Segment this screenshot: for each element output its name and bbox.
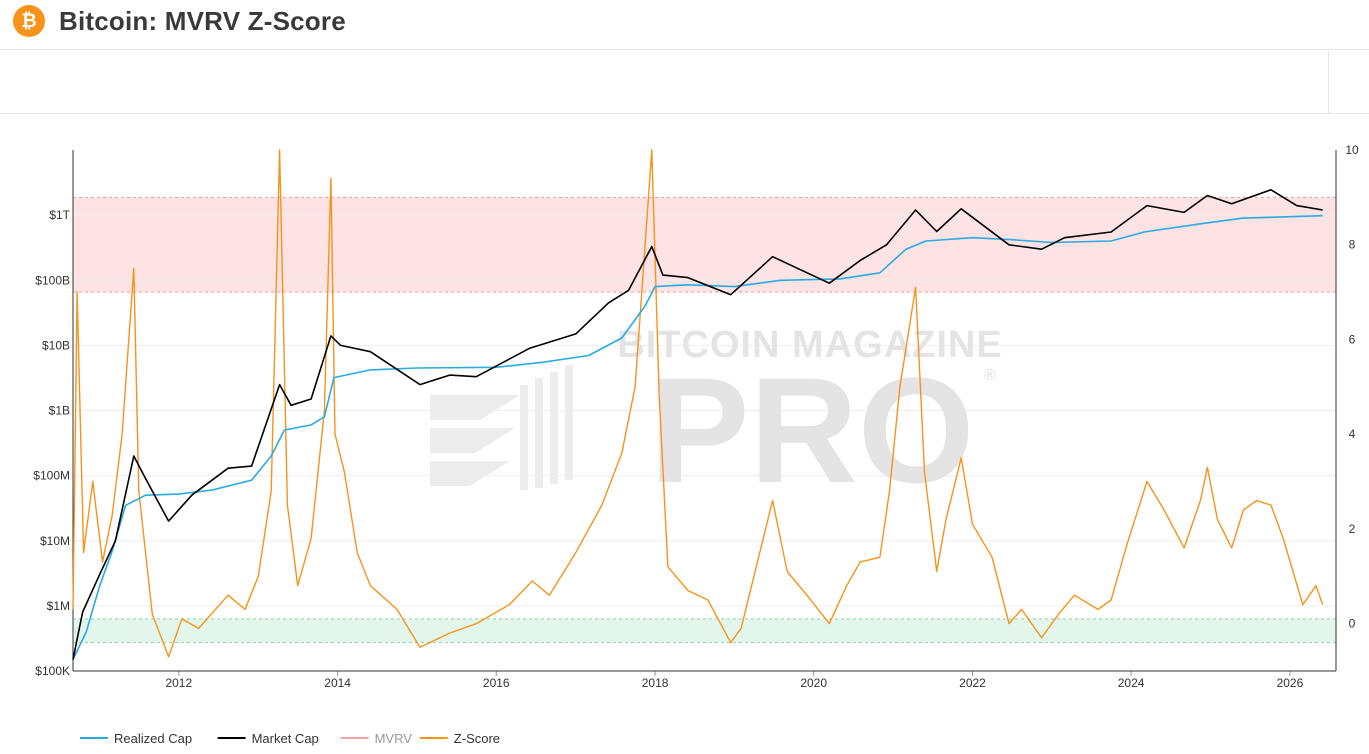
legend-item-market-cap[interactable]: Market Cap bbox=[217, 731, 319, 746]
watermark-stripes-icon bbox=[430, 365, 573, 490]
y-right-tick-label: 4 bbox=[1349, 427, 1356, 441]
legend-item-mvrv[interactable]: MVRV bbox=[340, 731, 413, 746]
watermark-reg: ® bbox=[984, 367, 996, 384]
legend-item-z-score[interactable]: Z-Score bbox=[419, 731, 500, 746]
y-right-tick-label: 10 bbox=[1345, 143, 1359, 157]
y-left-tick-label: $1B bbox=[49, 404, 70, 418]
y-right-tick-label: 6 bbox=[1349, 332, 1356, 346]
green-band bbox=[73, 618, 1336, 643]
x-tick-label: 2026 bbox=[1277, 676, 1304, 690]
x-tick-label: 2012 bbox=[165, 676, 192, 690]
legend: Realized Cap Market Cap MVRV Z-Score bbox=[80, 731, 500, 746]
legend-label: Realized Cap bbox=[114, 731, 192, 746]
y-left-tick-label: $1M bbox=[47, 599, 70, 613]
series-z-score bbox=[72, 149, 1324, 658]
legend-label: Z-Score bbox=[454, 731, 500, 746]
x-tick-label: 2024 bbox=[1118, 676, 1145, 690]
page-title: Bitcoin: MVRV Z-Score bbox=[59, 6, 346, 36]
y-left-tick-label: $1T bbox=[49, 208, 70, 222]
chart-toolbar bbox=[0, 51, 1369, 114]
x-tick-label: 2022 bbox=[959, 676, 986, 690]
x-tick-label: 2020 bbox=[800, 676, 827, 690]
y-right-tick-label: 0 bbox=[1349, 617, 1356, 631]
y-left-tick-label: $10B bbox=[42, 338, 70, 352]
watermark-line1: BITCOIN MAGAZINE bbox=[617, 324, 1002, 366]
y-left-tick-label: $100M bbox=[33, 469, 70, 483]
series-realized-cap bbox=[72, 214, 1323, 660]
y-left-tick-label: $100K bbox=[35, 664, 70, 678]
bitcoin-logo-icon: ₿ bbox=[13, 5, 45, 37]
y-right-tick-label: 8 bbox=[1349, 238, 1356, 252]
series-market-cap bbox=[72, 189, 1323, 660]
watermark: BITCOIN MAGAZINE PRO ® bbox=[430, 324, 1002, 514]
x-tick-label: 2014 bbox=[324, 676, 351, 690]
watermark-line2: PRO bbox=[649, 346, 974, 514]
legend-label: MVRV bbox=[375, 731, 413, 746]
x-tick-label: 2016 bbox=[483, 676, 510, 690]
header-bar: ₿ Bitcoin: MVRV Z-Score bbox=[0, 0, 1369, 50]
y-left-tick-label: $10M bbox=[40, 534, 70, 548]
y-right-tick-label: 2 bbox=[1349, 522, 1356, 536]
legend-item-realized-cap[interactable]: Realized Cap bbox=[80, 731, 192, 746]
toolbar-divider bbox=[1328, 51, 1329, 113]
legend-label: Market Cap bbox=[252, 731, 319, 746]
y-left-tick-label: $100B bbox=[35, 273, 70, 287]
x-tick-label: 2018 bbox=[642, 676, 669, 690]
red-band bbox=[73, 197, 1336, 293]
